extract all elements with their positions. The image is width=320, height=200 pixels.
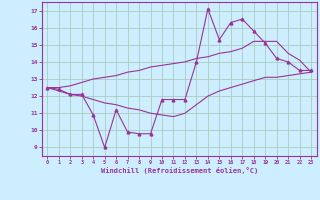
X-axis label: Windchill (Refroidissement éolien,°C): Windchill (Refroidissement éolien,°C) — [100, 167, 258, 174]
